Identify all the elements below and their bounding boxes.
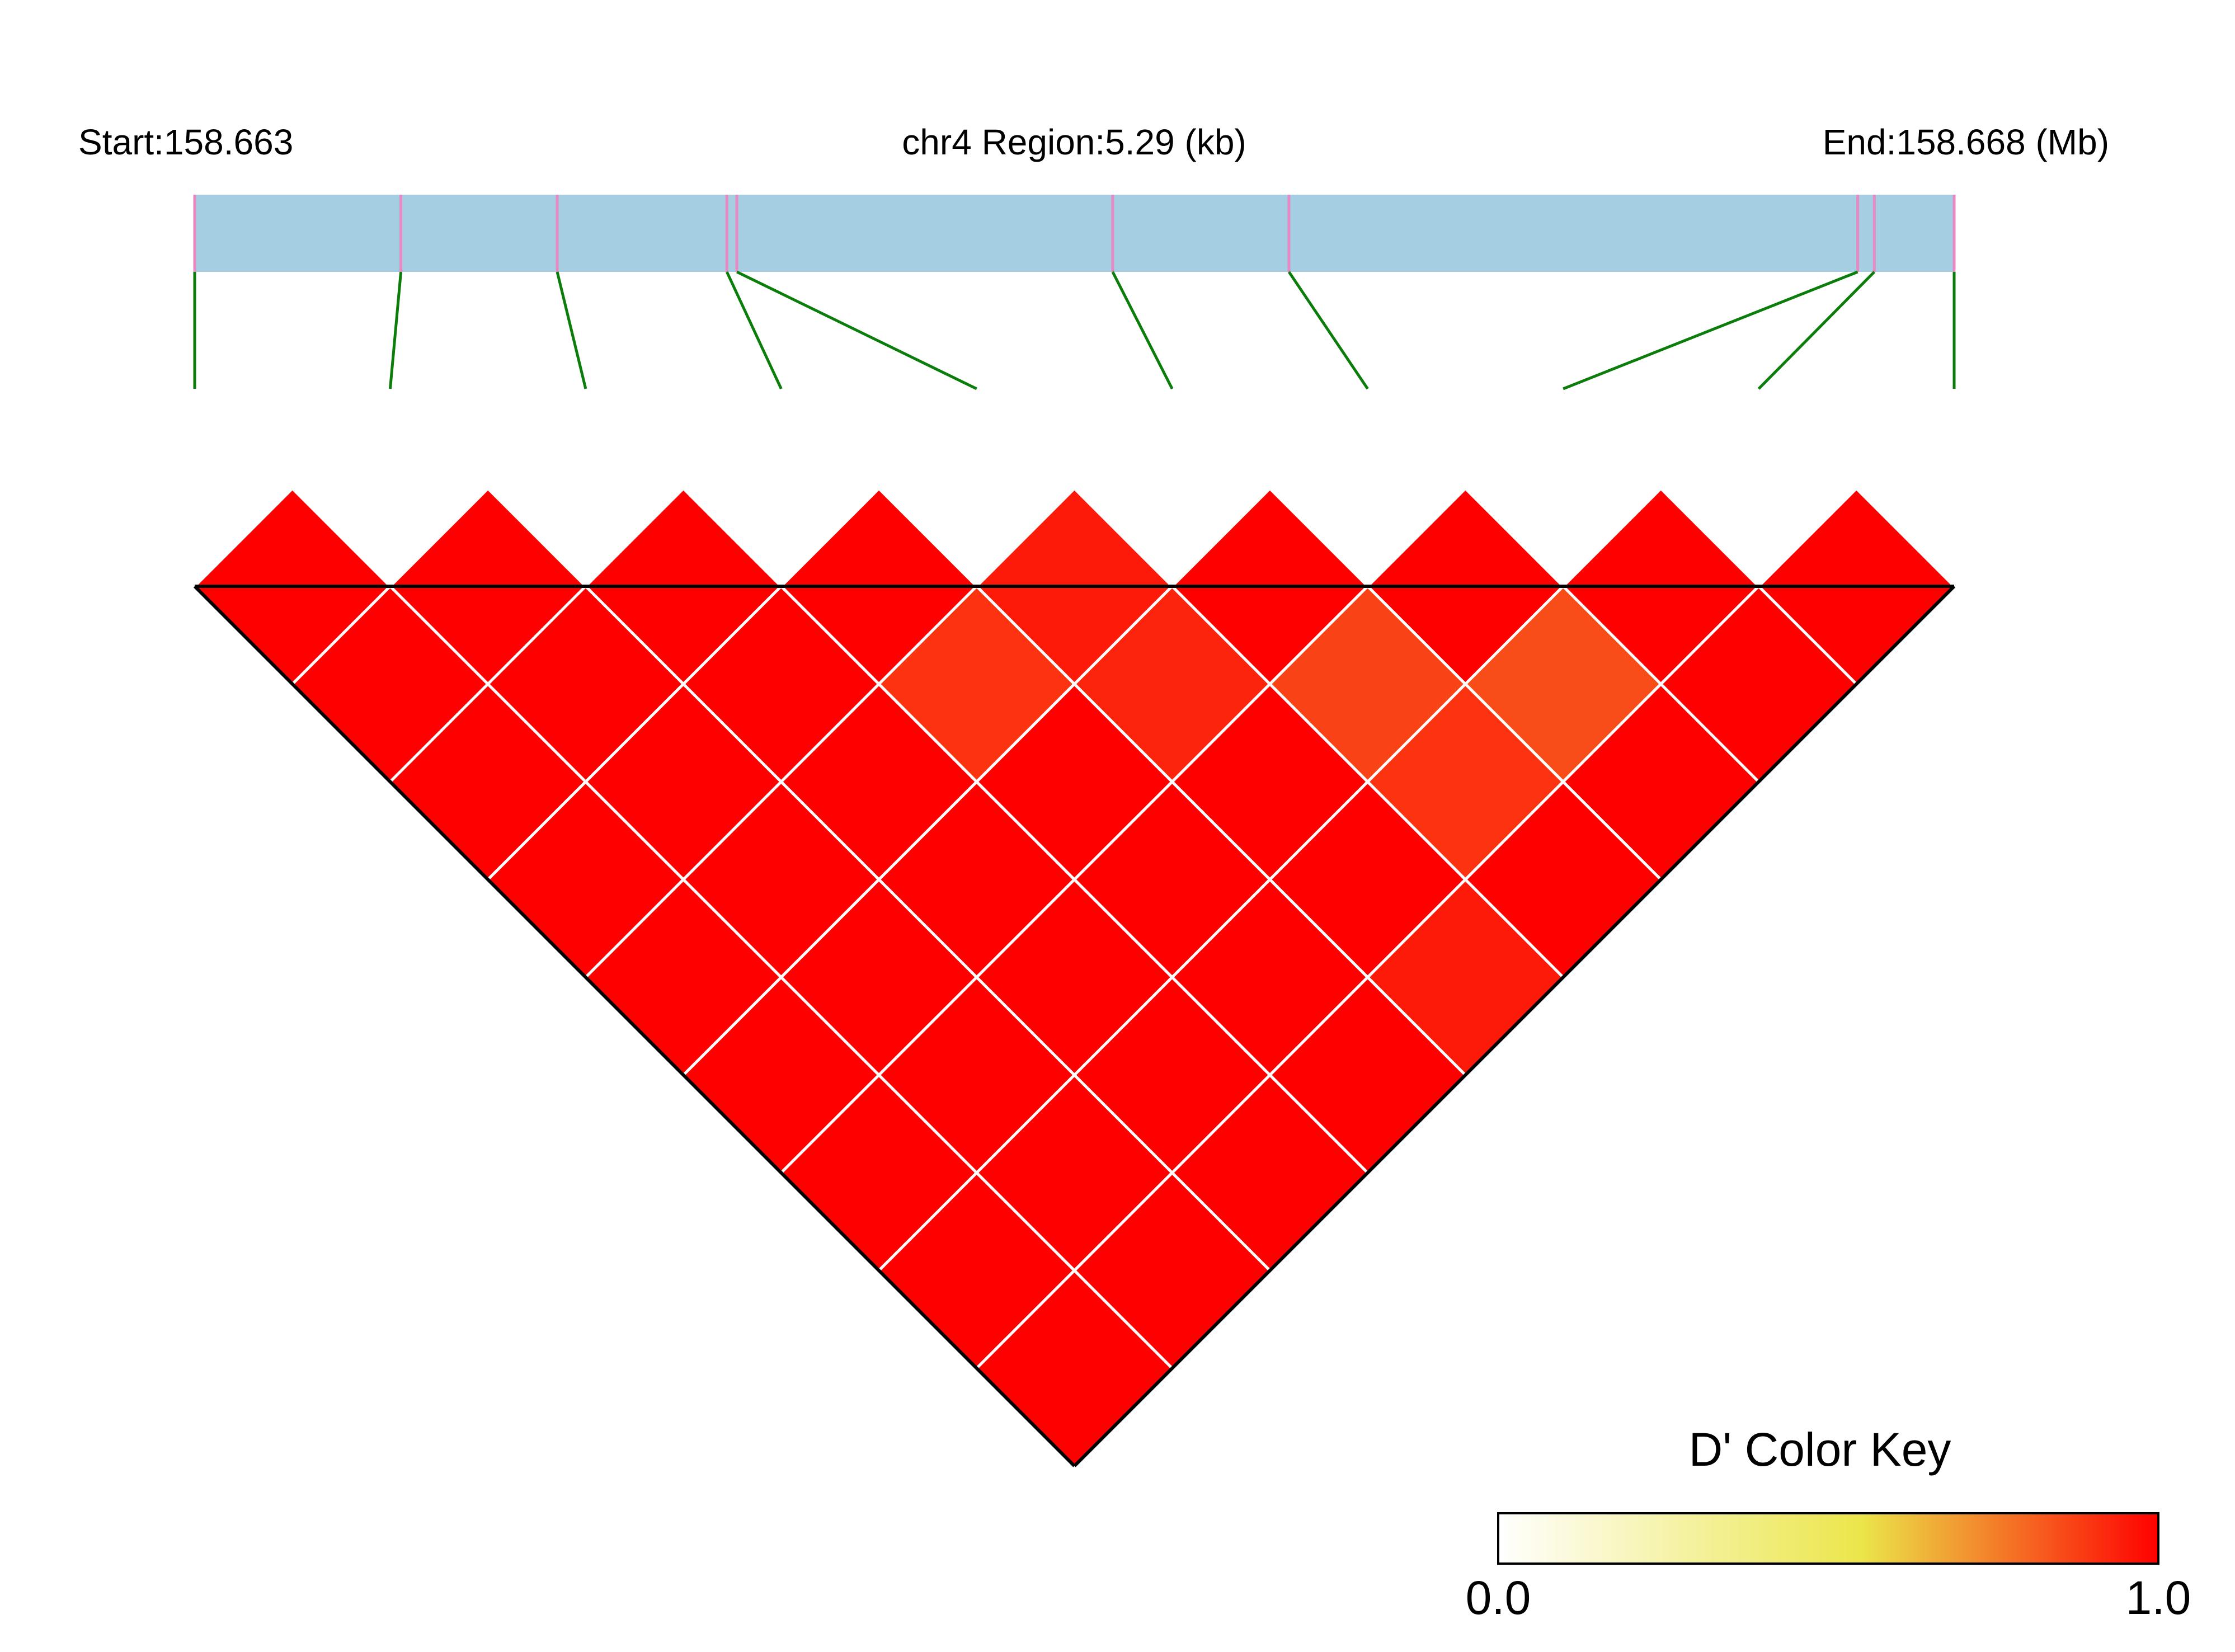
snp-ticks bbox=[193, 195, 1956, 272]
snp-connector bbox=[388, 271, 403, 389]
snp-connector bbox=[1111, 271, 1174, 390]
snp-connector bbox=[556, 271, 587, 389]
heatmap-right-edge bbox=[1073, 585, 1956, 1467]
snp-connector bbox=[1287, 271, 1369, 390]
color-key-title: D' Color Key bbox=[1689, 1423, 1951, 1476]
region-size-label: chr4 Region:5.29 (kb) bbox=[902, 122, 1246, 162]
region-bar bbox=[195, 195, 1954, 272]
snp-connector bbox=[1563, 270, 1858, 390]
snp-connector bbox=[1757, 271, 1876, 390]
color-key-max-label: 1.0 bbox=[2126, 1571, 2191, 1624]
snp-connectors bbox=[193, 270, 1956, 390]
region-end-label: End:158.668 (Mb) bbox=[1823, 122, 2109, 162]
snp-connector bbox=[736, 270, 977, 390]
ld-cells bbox=[192, 486, 1956, 1469]
snp-connector bbox=[725, 271, 783, 390]
color-key-min-label: 0.0 bbox=[1466, 1571, 1531, 1624]
region-start-label: Start:158.663 bbox=[78, 122, 293, 162]
heatmap-outline bbox=[193, 585, 1956, 1467]
color-key-bar bbox=[1497, 1512, 2159, 1565]
heatmap-left-edge bbox=[193, 585, 1076, 1467]
